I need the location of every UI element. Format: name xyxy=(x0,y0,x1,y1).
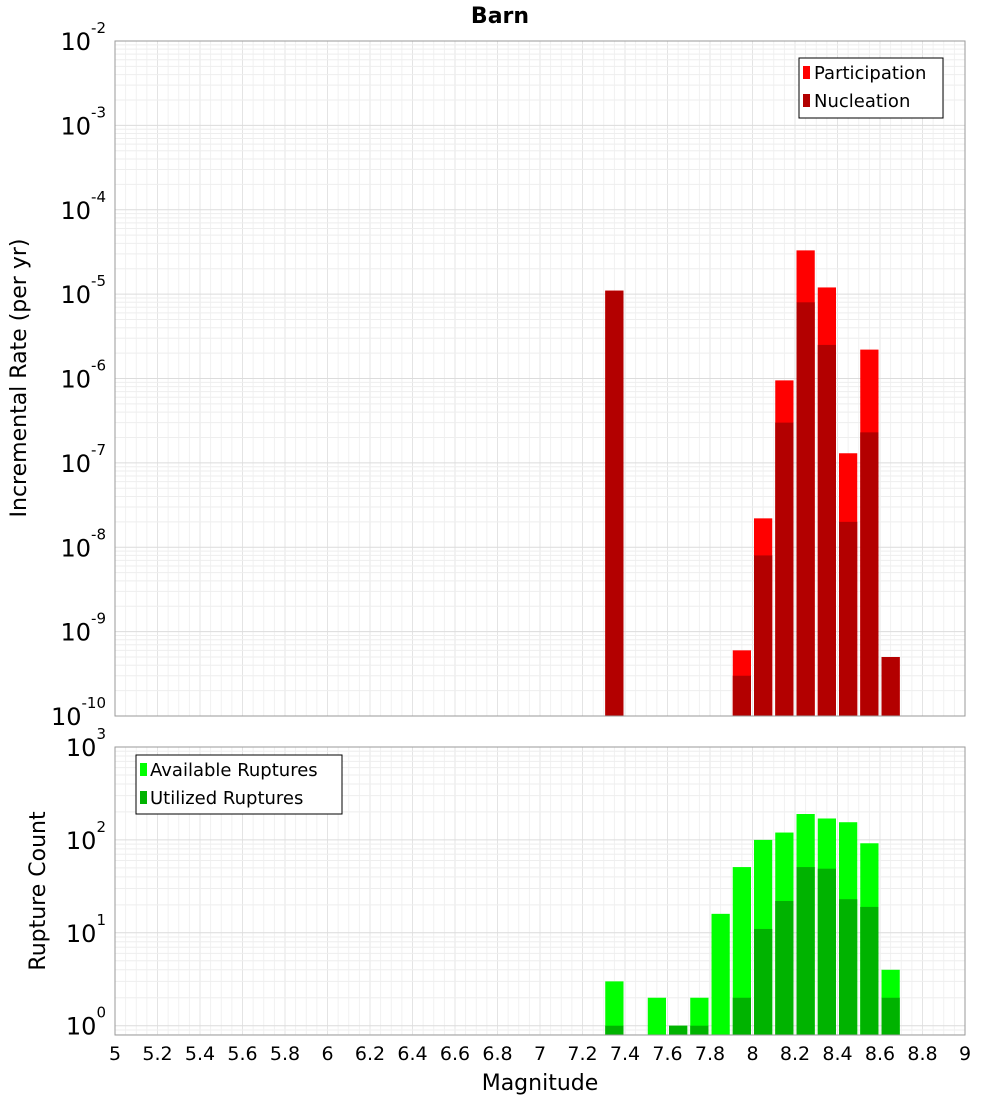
y-tick-label: 10-10 xyxy=(51,694,106,731)
bottom-y-axis-label: Rupture Count xyxy=(26,811,51,971)
legend-label-nucleation: Nucleation xyxy=(814,91,910,112)
legend-label-available-ruptures: Available Ruptures xyxy=(150,760,318,781)
bar-utilized-ruptures xyxy=(796,867,815,1035)
y-tick-label: 10-4 xyxy=(60,188,106,225)
bar-utilized-ruptures xyxy=(881,997,900,1035)
x-tick-label: 9 xyxy=(959,1043,971,1065)
top-legend: Participation Nucleation xyxy=(798,57,944,119)
y-tick-label: 100 xyxy=(66,1004,106,1041)
top-panel-gridlines xyxy=(114,41,966,717)
legend-swatch-nucleation xyxy=(803,94,810,107)
bar-nucleation xyxy=(860,432,879,716)
y-tick-label: 102 xyxy=(66,818,106,855)
x-tick-label: 5.4 xyxy=(185,1043,215,1065)
y-tick-label: 10-2 xyxy=(60,19,106,56)
x-tick-label: 5.8 xyxy=(270,1043,300,1065)
bar-utilized-ruptures xyxy=(754,928,773,1035)
bottom-panel-y-ticks: 103 102 101 100 xyxy=(66,725,106,1041)
top-panel-y-ticks: 10-2 10-3 10-4 10-5 10-6 10-7 10-8 10-9 10-10 xyxy=(51,19,106,731)
chart-title: Barn xyxy=(471,4,529,29)
y-tick-label: 10-6 xyxy=(60,357,106,394)
top-y-axis-label: Incremental Rate (per yr) xyxy=(7,239,32,518)
x-tick-label: 5.2 xyxy=(142,1043,172,1065)
x-tick-label: 6.6 xyxy=(440,1043,470,1065)
x-tick-label: 8.6 xyxy=(865,1043,895,1065)
bar-utilized-ruptures xyxy=(860,906,879,1035)
bar-nucleation xyxy=(839,521,858,716)
bar-available-ruptures xyxy=(647,997,666,1035)
x-tick-label: 8.2 xyxy=(780,1043,810,1065)
bar-utilized-ruptures xyxy=(839,899,858,1035)
bar-available-ruptures xyxy=(711,913,730,1035)
bottom-legend: Available Ruptures Utilized Ruptures xyxy=(135,754,343,815)
x-tick-label: 7.8 xyxy=(695,1043,725,1065)
bar-nucleation xyxy=(817,344,836,716)
x-tick-label: 5 xyxy=(109,1043,121,1065)
bar-nucleation xyxy=(754,555,773,716)
x-tick-label: 8.4 xyxy=(822,1043,852,1065)
x-axis-label: Magnitude xyxy=(482,1071,599,1096)
bar-available-ruptures xyxy=(690,997,709,1035)
y-tick-label: 10-9 xyxy=(60,610,106,647)
x-tick-label: 6.8 xyxy=(482,1043,512,1065)
x-tick-label: 7.4 xyxy=(610,1043,640,1065)
x-tick-label: 7 xyxy=(534,1043,546,1065)
bar-utilized-ruptures xyxy=(817,868,836,1035)
legend-label-participation: Participation xyxy=(814,63,926,84)
bar-utilized-ruptures xyxy=(605,1025,624,1035)
bar-utilized-ruptures xyxy=(669,1025,688,1035)
bar-available-ruptures xyxy=(605,981,624,1035)
y-tick-label: 103 xyxy=(66,725,106,762)
y-tick-label: 10-7 xyxy=(60,441,106,478)
legend-swatch-participation xyxy=(803,66,810,79)
y-tick-label: 10-8 xyxy=(60,525,106,562)
bottom-panel-frame xyxy=(114,746,966,1036)
bar-utilized-ruptures xyxy=(690,1025,709,1035)
y-tick-label: 10-3 xyxy=(60,103,106,140)
bar-utilized-ruptures xyxy=(732,997,751,1035)
bar-utilized-ruptures xyxy=(775,900,794,1035)
y-tick-label: 101 xyxy=(66,911,106,948)
y-tick-label: 10-5 xyxy=(60,272,106,309)
bar-nucleation xyxy=(775,422,794,716)
x-axis-ticks: 5 5.2 5.4 5.6 5.8 6 6.2 6.4 6.6 6.8 7 7.2 7.4 7.6 7.8 8… xyxy=(109,1043,971,1065)
legend-label-utilized-ruptures: Utilized Ruptures xyxy=(150,788,303,809)
bar-nucleation xyxy=(732,675,751,716)
x-tick-label: 8 xyxy=(746,1043,758,1065)
top-legend-box xyxy=(798,57,944,119)
top-panel-bars xyxy=(605,250,900,717)
bar-available-ruptures xyxy=(732,867,751,1035)
bottom-panel-bars xyxy=(605,814,900,1035)
bar-nucleation xyxy=(605,290,624,716)
x-tick-label: 5.6 xyxy=(227,1043,257,1065)
x-tick-label: 6 xyxy=(321,1043,333,1065)
bar-nucleation xyxy=(796,302,815,716)
legend-swatch-available-ruptures xyxy=(140,763,147,776)
top-panel-frame xyxy=(114,40,966,717)
x-tick-label: 7.2 xyxy=(567,1043,597,1065)
x-tick-label: 6.2 xyxy=(355,1043,385,1065)
x-tick-label: 8.8 xyxy=(907,1043,937,1065)
bottom-legend-box xyxy=(135,754,343,815)
x-tick-label: 7.6 xyxy=(652,1043,682,1065)
bar-nucleation xyxy=(881,657,900,716)
legend-swatch-utilized-ruptures xyxy=(140,791,147,804)
x-tick-label: 6.4 xyxy=(397,1043,427,1065)
